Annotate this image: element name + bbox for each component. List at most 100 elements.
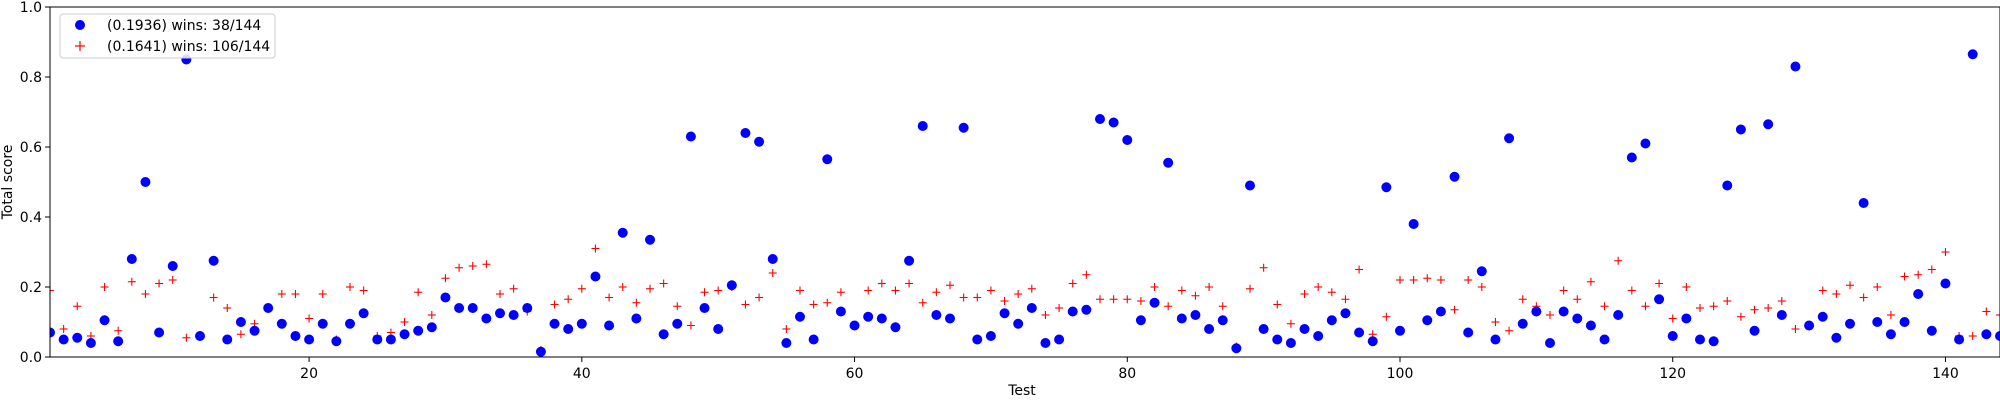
legend: (0.1936) wins: 38/144 (0.1641) wins: 106… [59,13,276,59]
data-point-series-2 [877,279,886,288]
data-point-series-1 [1790,61,1801,72]
data-point-series-2 [864,286,873,295]
data-point-series-1 [563,324,574,334]
data-point-series-2 [564,295,573,304]
data-point-series-2 [1886,311,1895,319]
data-point-series-1 [99,315,110,326]
data-point-series-1 [1013,318,1024,329]
data-point-series-2 [1341,295,1350,304]
data-point-series-1 [1926,325,1937,336]
data-point-series-2 [1600,302,1609,311]
data-point-series-2 [114,326,123,335]
x-axis-label: Test [1007,383,1036,399]
data-point-series-1 [1285,338,1296,348]
data-point-series-1 [249,325,260,336]
data-point-series-1 [1095,114,1105,124]
data-point-series-1 [1395,325,1405,336]
data-point-series-1 [317,318,328,329]
data-point-series-1 [1613,310,1624,320]
data-point-series-2 [155,279,164,288]
data-point-series-2 [1859,293,1868,302]
data-point-series-2 [986,286,995,295]
data-point-series-1 [1381,182,1392,193]
data-point-series-1 [1640,138,1651,149]
legend-label-series-2: (0.1641) wins: 106/144 [107,39,270,55]
data-point-series-2 [209,293,218,302]
data-point-series-2 [700,288,709,297]
data-point-series-2 [1164,302,1173,311]
data-point-series-1 [604,320,615,331]
data-point-series-2 [1300,290,1309,298]
data-point-series-1 [508,310,519,320]
data-point-series-1 [358,308,369,319]
data-point-series-1 [1899,317,1910,327]
data-point-series-2 [1491,318,1500,326]
data-point-series-1 [413,325,424,336]
data-point-series-1 [1763,119,1774,130]
data-point-series-1 [1040,338,1051,348]
data-point-series-1 [1708,336,1719,347]
data-point-series-2 [1382,312,1391,321]
data-point-series-1 [645,234,655,245]
data-point-series-1 [467,303,478,313]
data-point-series-2 [100,283,109,291]
data-point-series-2 [550,300,559,309]
data-point-series-2 [918,298,927,307]
data-point-series-1 [999,308,1010,319]
data-point-series-2 [1696,304,1704,312]
data-point-series-2 [1423,274,1432,283]
data-point-series-2 [127,277,136,286]
data-point-series-2 [1914,270,1923,279]
data-point-series-2 [1927,265,1936,274]
data-point-series-2 [1873,283,1882,291]
data-point-series-2 [1082,270,1091,279]
data-point-series-1 [890,322,901,333]
y-tick-label: 0.0 [20,350,42,366]
data-point-series-1 [985,331,996,341]
data-point-series-2 [236,330,245,339]
data-point-series-2 [1546,311,1554,319]
data-point-series-1 [1149,297,1160,308]
data-point-series-1 [235,317,246,327]
data-point-series-2 [1641,302,1650,311]
y-tick-label: 0.2 [20,280,42,296]
data-point-series-2 [1627,286,1636,295]
data-point-series-2 [1191,291,1200,300]
data-point-series-1 [549,318,560,329]
data-point-series-2 [1068,279,1077,288]
data-point-series-2 [1136,297,1145,305]
data-point-series-2 [1614,256,1623,265]
data-point-series-2 [1436,276,1445,284]
data-point-series-1 [1272,334,1283,345]
data-point-series-1 [904,255,915,266]
data-point-series-1 [631,313,642,324]
data-point-series-1 [1490,334,1501,345]
data-point-series-2 [1505,326,1514,335]
data-point-series-2 [1586,277,1595,286]
data-point-series-2 [1723,297,1732,305]
data-point-series-1 [1026,303,1037,313]
data-point-series-1 [399,329,410,340]
data-point-series-2 [1123,295,1132,304]
data-point-series-1 [972,334,983,345]
data-point-series-1 [795,311,805,322]
data-point-series-1 [535,346,546,357]
data-point-series-2 [577,284,586,293]
data-point-series-2 [400,318,409,326]
data-point-series-2 [1014,290,1023,298]
data-point-series-2 [1286,319,1295,328]
data-point-series-2 [1259,263,1268,272]
x-tick-label: 40 [573,366,591,382]
data-point-series-2 [1314,283,1323,291]
legend-marker-series-1 [75,20,85,30]
data-point-series-1 [1940,278,1951,289]
data-point-series-1 [1722,180,1733,191]
legend-marker-series-2 [75,41,85,51]
x-tick-label: 140 [1932,366,1959,382]
data-point-series-2 [796,286,804,295]
legend-label-series-1: (0.1936) wins: 38/144 [107,18,261,34]
data-point-series-1 [740,128,751,138]
data-point-series-2 [1982,307,1991,316]
data-point-series-1 [304,334,315,345]
data-point-series-1 [1067,306,1078,317]
